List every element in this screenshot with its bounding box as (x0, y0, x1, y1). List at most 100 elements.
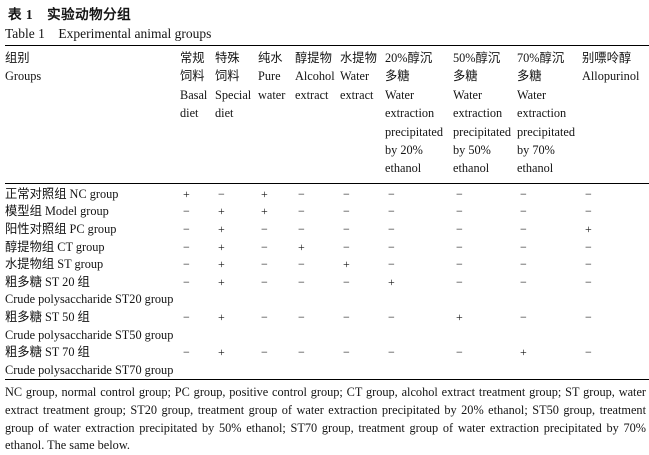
row-label-line: 阳性对照组 PC group (5, 222, 117, 237)
header-line: Water (340, 69, 370, 84)
row-label-nc-group: 正常对照组 NC group (5, 183, 180, 203)
row-label-line: Crude polysaccharide ST20 group (5, 292, 174, 307)
column-header-basal-diet: 常规 饲料 Basal diet (180, 46, 215, 184)
column-header-st50-ethanol: 50%醇沉 多糖 Water extraction precipitated by 50%… (453, 46, 517, 184)
header-line: extraction (385, 106, 435, 121)
header-line: Pure (258, 69, 281, 84)
cell-st20-group-st50-ethanol: − (456, 274, 463, 289)
row-label-st20-group: 粗多糖 ST 20 组 Crude polysaccharide ST20 gro… (5, 274, 180, 309)
header-line: 水提物 (340, 51, 377, 65)
header-line: 饲料 (180, 69, 205, 84)
header-line: Alcohol (295, 69, 335, 84)
cell-pc-group-alcohol-extract: − (298, 222, 305, 237)
column-header-st20-ethanol: 20%醇沉 多糖 Water extraction precipitated by 20%… (385, 46, 453, 184)
cell-st-group-alcohol-extract: − (298, 257, 305, 272)
row-label-line: 粗多糖 ST 20 组 (5, 274, 90, 289)
header-line: extraction (517, 106, 567, 121)
cell-nc-group-st20-ethanol: − (388, 186, 395, 201)
header-line: 醇提物 (295, 51, 332, 65)
cell-model-group-st20-ethanol: − (388, 204, 395, 219)
cell-st50-group-basal-diet: − (183, 310, 190, 324)
header-line: diet (215, 106, 234, 121)
column-header-alcohol-extract: 醇提物 Alcohol extract (295, 46, 340, 184)
table-row-model-group: 模型组 Model group − + + − − − − − − (5, 203, 649, 221)
header-line: 多糖 (517, 69, 542, 84)
cell-st-group-st70-ethanol: − (520, 257, 527, 272)
header-line: water (258, 87, 286, 102)
cell-st-group-pure-water: − (261, 257, 268, 272)
header-line: precipitated (385, 124, 444, 139)
table-row-st-group: 水提物组 ST group − + − − + − − − − (5, 256, 649, 274)
cell-st50-group-st70-ethanol: − (520, 310, 527, 324)
cell-ct-group-st70-ethanol: − (520, 239, 527, 254)
column-header-special-diet: 特殊 饲料 Special diet (215, 46, 258, 184)
table-row-pc-group: 阳性对照组 PC group − + − − − − − − + (5, 221, 649, 239)
cell-pc-group-st50-ethanol: − (456, 222, 463, 237)
header-line: Water (453, 87, 483, 102)
cell-st20-group-allopurinol: − (585, 274, 592, 289)
column-header-st70-ethanol: 70%醇沉 多糖 Water extraction precipitated by 70%… (517, 46, 582, 184)
header-line: extraction (453, 106, 503, 121)
row-label-st50-group: 粗多糖 ST 50 组 Crude polysaccharide ST50 gro… (5, 309, 180, 344)
cell-st20-group-special-diet: + (218, 274, 225, 289)
cell-st50-group-st50-ethanol: + (456, 310, 463, 324)
header-line: 50%醇沉 (453, 51, 501, 65)
header-line: 多糖 (385, 69, 410, 84)
cell-st70-group-allopurinol: − (585, 345, 592, 360)
experimental-animal-groups-table: 组别 Groups 常规 饲料 Basal diet 特殊 饲料 Special diet 纯水 Pu… (5, 45, 649, 381)
cell-model-group-special-diet: + (218, 204, 225, 219)
table-row-st50-group: 粗多糖 ST 50 组 Crude polysaccharide ST50 gro… (5, 309, 649, 344)
cell-st-group-special-diet: + (218, 257, 225, 272)
header-line: 20%醇沉 (385, 51, 433, 65)
column-header-allopurinol: 别嘌呤醇 Allopurinol (582, 46, 649, 184)
header-line: Water (385, 87, 415, 102)
header-line: 组别 (5, 51, 30, 65)
cell-st50-group-pure-water: − (261, 310, 268, 324)
cell-ct-group-water-extract: − (343, 239, 350, 254)
cell-model-group-allopurinol: − (585, 204, 592, 219)
header-line: 常规 (180, 51, 205, 65)
cell-nc-group-st70-ethanol: − (520, 186, 527, 201)
cell-st70-group-water-extract: − (343, 345, 350, 360)
header-row: 组别 Groups 常规 饲料 Basal diet 特殊 饲料 Special diet 纯水 Pu… (5, 46, 649, 184)
table-title-english: Table 1 Experimental animal groups (5, 26, 212, 41)
row-label-line: 醇提物组 CT group (5, 239, 105, 254)
cell-pc-group-special-diet: + (218, 222, 225, 237)
cell-st70-group-st20-ethanol: − (388, 345, 395, 360)
row-label-ct-group: 醇提物组 CT group (5, 239, 180, 257)
header-line: by 50% (453, 143, 491, 158)
cell-st-group-st20-ethanol: − (388, 257, 395, 272)
cell-st20-group-alcohol-extract: − (298, 274, 305, 289)
cell-model-group-st50-ethanol: − (456, 204, 463, 219)
header-line: extract (340, 87, 374, 102)
header-line: Allopurinol (582, 69, 640, 84)
column-header-pure-water: 纯水 Pure water (258, 46, 295, 184)
cell-st-group-basal-diet: − (183, 257, 190, 272)
header-line: 70%醇沉 (517, 51, 565, 65)
header-line: 特殊 (215, 51, 240, 65)
header-line: diet (180, 106, 199, 121)
row-label-st-group: 水提物组 ST group (5, 256, 180, 274)
table-row-nc-group: 正常对照组 NC group + − + − − − − − − (5, 183, 649, 203)
header-line: extract (295, 87, 329, 102)
cell-ct-group-basal-diet: − (183, 239, 190, 254)
table-header: 组别 Groups 常规 饲料 Basal diet 特殊 饲料 Special diet 纯水 Pu… (5, 46, 649, 184)
cell-st20-group-basal-diet: − (183, 274, 190, 289)
cell-pc-group-basal-diet: − (183, 222, 190, 237)
cell-st70-group-basal-diet: − (183, 345, 190, 360)
cell-model-group-pure-water: + (261, 204, 268, 219)
cell-ct-group-st50-ethanol: − (456, 239, 463, 254)
header-line: ethanol (517, 161, 554, 176)
cell-ct-group-st20-ethanol: − (388, 239, 395, 254)
cell-st20-group-pure-water: − (261, 274, 268, 289)
table-row-st20-group: 粗多糖 ST 20 组 Crude polysaccharide ST20 gro… (5, 274, 649, 309)
cell-nc-group-pure-water: + (261, 186, 268, 201)
cell-model-group-st70-ethanol: − (520, 204, 527, 219)
cell-pc-group-st20-ethanol: − (388, 222, 395, 237)
cell-st20-group-water-extract: − (343, 274, 350, 289)
row-label-line: Crude polysaccharide ST70 group (5, 362, 174, 377)
row-label-line: 正常对照组 NC group (5, 186, 119, 201)
column-header-groups: 组别 Groups (5, 46, 180, 184)
cell-model-group-alcohol-extract: − (298, 204, 305, 219)
